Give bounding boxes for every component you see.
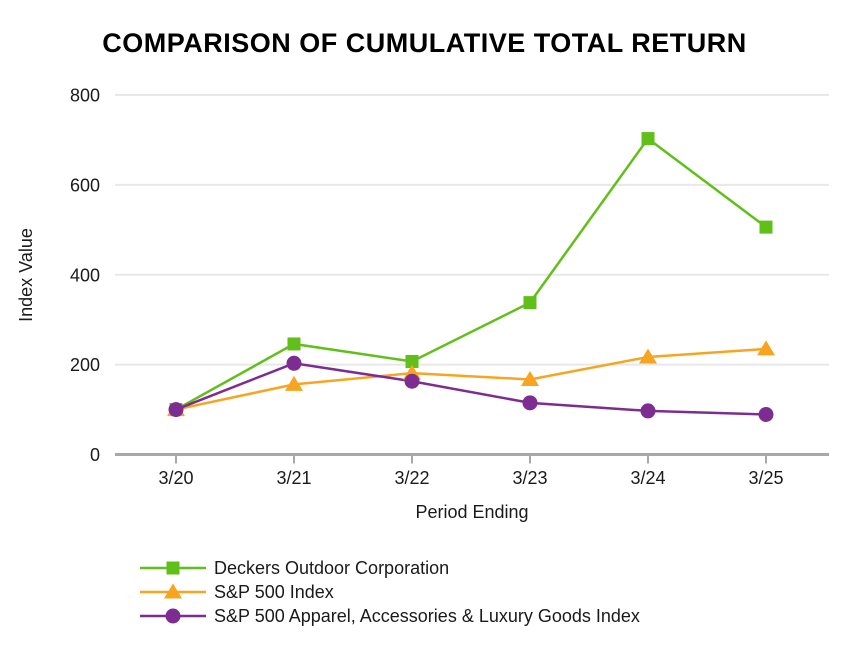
chart-title: COMPARISON OF CUMULATIVE TOTAL RETURN xyxy=(102,28,747,58)
data-point-marker xyxy=(640,403,656,419)
data-point-marker xyxy=(639,348,657,364)
legend-marker xyxy=(166,561,180,575)
data-point-marker xyxy=(405,354,419,368)
legend-label: Deckers Outdoor Corporation xyxy=(214,557,450,578)
x-tick-label: 3/22 xyxy=(394,468,429,488)
legend-label: S&P 500 Apparel, Accessories & Luxury Go… xyxy=(214,605,640,626)
y-tick-label: 0 xyxy=(90,445,100,465)
series-line-1 xyxy=(175,347,767,411)
data-point-marker xyxy=(287,337,301,351)
data-point-marker xyxy=(759,220,773,234)
x-tick-label: 3/24 xyxy=(630,468,665,488)
legend-item-sp500: S&P 500 Index xyxy=(140,580,640,604)
legend-label: S&P 500 Index xyxy=(214,581,334,602)
legend-swatch-triangle-icon xyxy=(140,583,206,599)
data-point-marker xyxy=(523,296,537,310)
y-tick-label: 800 xyxy=(70,86,100,106)
data-point-marker xyxy=(404,373,420,389)
data-point-marker xyxy=(286,355,302,371)
series-line-2 xyxy=(175,361,767,416)
data-point-marker xyxy=(285,375,303,391)
y-tick-label: 200 xyxy=(70,355,100,375)
y-tick-label: 600 xyxy=(70,175,100,195)
legend-swatch-circle-icon xyxy=(140,608,206,624)
y-tick-label: 400 xyxy=(70,265,100,285)
legend-item-deckers: Deckers Outdoor Corporation xyxy=(140,556,640,580)
legend-swatch-square-icon xyxy=(140,561,206,575)
x-tick-label: 3/25 xyxy=(748,468,783,488)
plot-area: 0 200 400 600 800 3/20 3/21 3/22 3/23 3/24 3/25 xyxy=(70,86,829,488)
x-tick-label: 3/23 xyxy=(512,468,547,488)
x-tick-label: 3/20 xyxy=(158,468,193,488)
y-axis-title: Index Value xyxy=(16,228,36,322)
data-point-marker xyxy=(758,407,774,423)
x-axis-title: Period Ending xyxy=(415,502,529,522)
legend: Deckers Outdoor Corporation S&P 500 Inde… xyxy=(140,556,640,628)
data-point-marker xyxy=(521,370,539,386)
legend-marker xyxy=(164,583,182,599)
x-tick-label: 3/21 xyxy=(276,468,311,488)
data-point-marker xyxy=(168,402,184,418)
data-point-marker xyxy=(757,340,775,356)
data-point-marker xyxy=(522,395,538,411)
data-point-marker xyxy=(641,132,655,146)
legend-item-apparel: S&P 500 Apparel, Accessories & Luxury Go… xyxy=(140,604,640,628)
series-line-0 xyxy=(175,136,767,411)
legend-marker xyxy=(165,608,181,624)
